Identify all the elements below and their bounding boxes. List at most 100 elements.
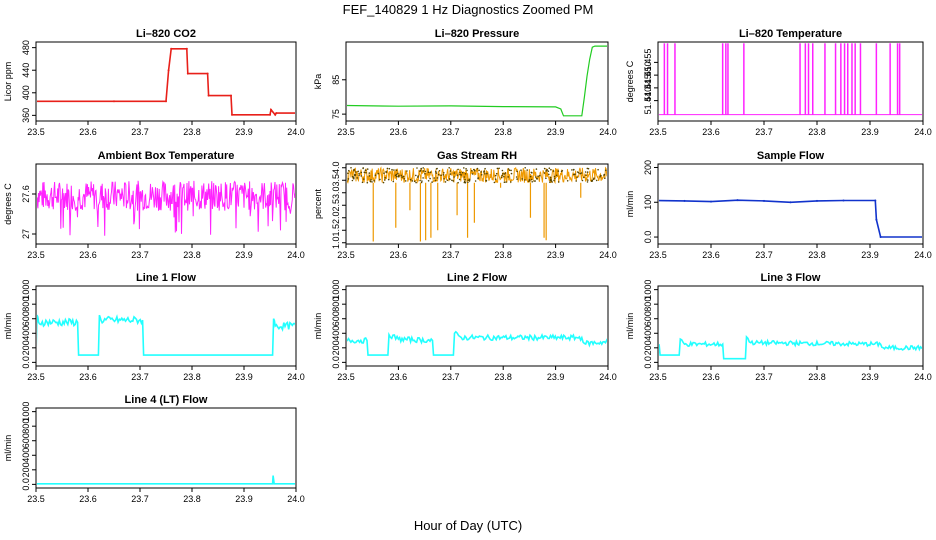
data-point — [397, 172, 399, 175]
data-point — [436, 177, 439, 179]
data-point — [587, 167, 590, 170]
data-point — [468, 180, 471, 182]
data-point — [409, 178, 412, 181]
plot-frame — [35, 285, 297, 367]
data-point — [510, 181, 512, 183]
data-point — [875, 218, 878, 221]
y-tick-label: 100 — [643, 195, 653, 210]
data-point — [374, 174, 377, 176]
panel-title: Gas Stream RH — [437, 150, 517, 162]
data-point — [411, 180, 414, 182]
y-tick-label: 27 — [21, 229, 31, 239]
x-tick-label: 23.7 — [442, 372, 460, 382]
data-point — [353, 177, 355, 180]
data-point — [394, 174, 397, 177]
data-point — [459, 171, 461, 174]
x-tick-label: 23.9 — [861, 372, 879, 382]
data-point — [373, 180, 375, 182]
series-line — [347, 166, 607, 185]
data-point — [448, 178, 451, 180]
data-point — [431, 181, 433, 183]
data-point — [533, 180, 535, 182]
panel-line4: Line 4 (LT) Flow ml/min 23.5 23.6 23.7 23.8 23… — [3, 394, 305, 504]
data-point — [417, 175, 420, 177]
data-point — [574, 173, 576, 175]
data-point — [358, 174, 360, 177]
data-point — [403, 178, 406, 180]
data-point — [207, 94, 210, 97]
data-point — [534, 176, 537, 178]
panel-title: Sample Flow — [757, 150, 825, 162]
data-point — [435, 170, 437, 173]
x-tick-label: 23.5 — [337, 127, 355, 137]
data-point — [528, 179, 531, 182]
data-point — [360, 171, 363, 174]
x-tick-label: 23.9 — [547, 372, 565, 382]
x-tick-label: 23.6 — [79, 494, 97, 504]
data-point — [356, 177, 359, 179]
data-point — [435, 172, 438, 174]
data-point — [360, 175, 363, 177]
data-point — [185, 47, 188, 50]
x-tick-label: 23.8 — [183, 372, 201, 382]
data-point — [600, 174, 602, 177]
y-tick-label: 400 — [21, 448, 31, 463]
data-point — [429, 171, 432, 173]
data-point — [366, 168, 369, 170]
data-point — [347, 180, 348, 182]
data-point — [377, 172, 380, 175]
data-point — [572, 169, 575, 171]
data-point — [736, 199, 739, 202]
y-tick-label: 1000 — [21, 402, 31, 422]
data-point — [529, 175, 532, 178]
y-tick-label: 360 — [21, 108, 31, 123]
data-point — [387, 178, 390, 181]
data-point — [530, 171, 533, 174]
data-point — [816, 199, 818, 202]
data-point — [384, 179, 386, 181]
x-tick-label: 23.6 — [390, 372, 408, 382]
panel-title: Line 4 (LT) Flow — [125, 394, 208, 406]
data-point — [546, 169, 548, 172]
data-point — [879, 236, 882, 239]
data-point — [478, 169, 480, 172]
data-point — [496, 167, 499, 170]
data-point — [471, 170, 473, 172]
y-axis-label: ml/min — [3, 313, 13, 340]
data-point — [521, 178, 523, 180]
x-tick-label: 23.7 — [442, 127, 460, 137]
data-point — [269, 113, 271, 116]
data-point — [510, 172, 513, 175]
series-line — [37, 475, 295, 485]
y-axis-label: ml/min — [313, 313, 323, 340]
data-layer — [347, 45, 607, 117]
data-point — [444, 181, 447, 183]
x-tick-label: 23.7 — [131, 127, 149, 137]
data-point — [516, 178, 518, 180]
data-point — [422, 167, 425, 169]
y-tick-label: 1000 — [643, 280, 653, 300]
data-point — [458, 178, 461, 181]
data-point — [463, 180, 466, 183]
data-point — [419, 169, 422, 172]
y-tick-label: 51.450 — [643, 61, 653, 89]
y-axis-label: ml/min — [3, 435, 13, 462]
data-point — [167, 69, 170, 72]
data-point — [560, 170, 563, 173]
data-point — [416, 167, 418, 169]
data-point — [576, 176, 578, 178]
y-tick-label: 1000 — [21, 280, 31, 300]
y-tick-label: 200 — [21, 340, 31, 355]
data-point — [494, 178, 497, 180]
y-tick-label: 0.0 — [643, 231, 653, 244]
y-axis-label: percent — [313, 188, 323, 219]
y-axis-label: degrees C — [3, 183, 13, 225]
data-point — [165, 100, 167, 103]
y-tick-label: 200 — [21, 462, 31, 477]
data-point — [453, 176, 455, 178]
y-tick-label: 0.0 — [21, 478, 31, 491]
x-tick-label: 23.8 — [808, 250, 826, 260]
data-point — [531, 181, 533, 183]
data-point — [424, 173, 426, 175]
plot-frame — [35, 407, 297, 489]
